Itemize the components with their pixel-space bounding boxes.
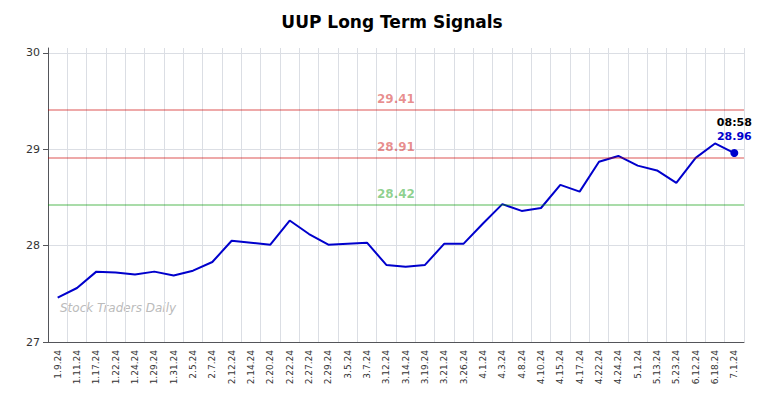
svg-text:27: 27 [26, 336, 40, 349]
svg-text:2.22.24: 2.22.24 [285, 350, 295, 385]
svg-text:4.10.24: 4.10.24 [536, 350, 546, 385]
svg-text:28.91: 28.91 [377, 140, 415, 154]
svg-text:4.22.24: 4.22.24 [594, 350, 604, 385]
svg-text:4.8.24: 4.8.24 [517, 350, 527, 379]
svg-text:3.14.24: 3.14.24 [401, 350, 411, 385]
svg-text:3.5.24: 3.5.24 [343, 350, 353, 379]
svg-text:4.1.24: 4.1.24 [478, 350, 488, 379]
svg-text:UUP Long Term Signals: UUP Long Term Signals [281, 12, 502, 32]
svg-text:1.31.24: 1.31.24 [169, 350, 179, 385]
svg-text:5.23.24: 5.23.24 [671, 350, 681, 385]
svg-text:30: 30 [26, 46, 40, 59]
svg-text:2.20.24: 2.20.24 [265, 350, 275, 385]
svg-text:29: 29 [26, 143, 40, 156]
svg-text:4.17.24: 4.17.24 [575, 350, 585, 385]
svg-text:1.22.24: 1.22.24 [111, 350, 121, 385]
svg-text:1.17.24: 1.17.24 [91, 350, 101, 385]
svg-text:3.7.24: 3.7.24 [362, 350, 372, 379]
svg-text:1.11.24: 1.11.24 [72, 350, 82, 385]
svg-text:3.21.24: 3.21.24 [439, 350, 449, 385]
svg-text:6.12.24: 6.12.24 [691, 350, 701, 385]
svg-text:28.42: 28.42 [377, 187, 415, 201]
svg-text:4.15.24: 4.15.24 [555, 350, 565, 385]
svg-text:5.13.24: 5.13.24 [652, 350, 662, 385]
svg-text:3.26.24: 3.26.24 [459, 350, 469, 385]
svg-text:1.24.24: 1.24.24 [130, 350, 140, 385]
svg-text:3.19.24: 3.19.24 [420, 350, 430, 385]
svg-text:1.29.24: 1.29.24 [149, 350, 159, 385]
svg-text:1.9.24: 1.9.24 [53, 350, 63, 379]
svg-text:28.96: 28.96 [717, 130, 752, 143]
svg-text:28: 28 [26, 239, 40, 252]
svg-text:2.14.24: 2.14.24 [246, 350, 256, 385]
svg-text:2.29.24: 2.29.24 [323, 350, 333, 385]
svg-text:Stock Traders Daily: Stock Traders Daily [60, 301, 177, 315]
svg-text:4.24.24: 4.24.24 [613, 350, 623, 385]
svg-text:2.27.24: 2.27.24 [304, 350, 314, 385]
svg-text:4.3.24: 4.3.24 [497, 350, 507, 379]
svg-text:08:58: 08:58 [717, 116, 752, 129]
svg-text:29.41: 29.41 [377, 92, 415, 106]
svg-text:6.18.24: 6.18.24 [710, 350, 720, 385]
svg-text:2.7.24: 2.7.24 [207, 350, 217, 379]
svg-text:2.12.24: 2.12.24 [227, 350, 237, 385]
svg-text:5.1.24: 5.1.24 [633, 350, 643, 379]
svg-text:2.5.24: 2.5.24 [188, 350, 198, 379]
svg-text:7.1.24: 7.1.24 [729, 350, 739, 379]
svg-text:3.12.24: 3.12.24 [381, 350, 391, 385]
